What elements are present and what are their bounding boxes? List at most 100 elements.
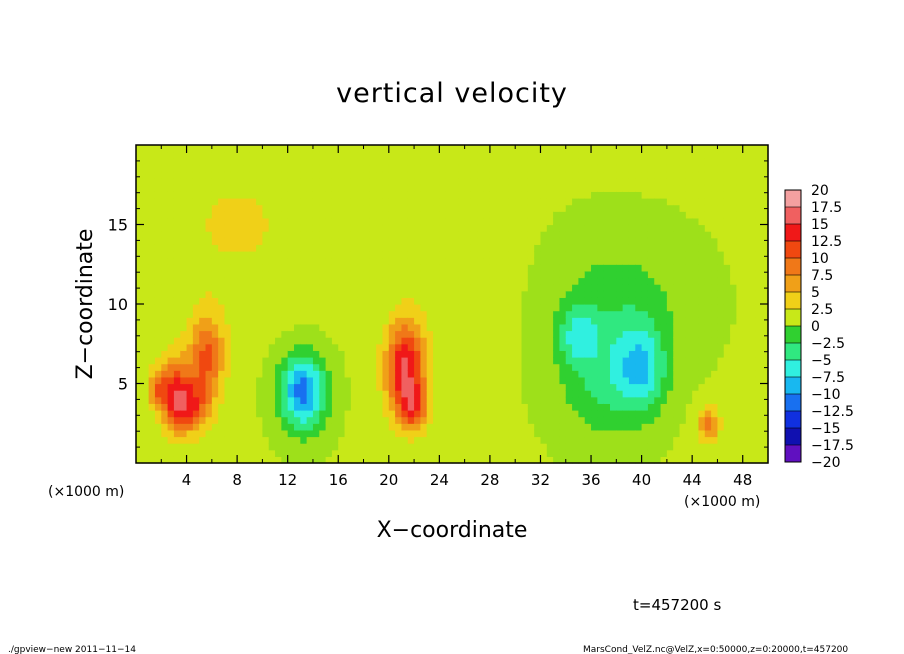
heatmap-cell	[294, 376, 301, 385]
heatmap-cell	[312, 370, 320, 378]
heatmap-cell	[357, 244, 365, 252]
heatmap-cell	[610, 416, 617, 424]
heatmap-cell	[281, 290, 289, 298]
heatmap-cell	[357, 443, 365, 451]
heatmap-cell	[369, 350, 377, 358]
heatmap-cell	[414, 330, 421, 338]
heatmap-cell	[673, 330, 681, 338]
heatmap-cell	[319, 171, 327, 179]
heatmap-cell	[584, 337, 592, 345]
heatmap-cell	[211, 449, 219, 457]
heatmap-cell	[249, 403, 257, 411]
heatmap-cell	[761, 297, 769, 305]
heatmap-cell	[723, 231, 731, 239]
heatmap-cell	[300, 224, 308, 232]
heatmap-cell	[521, 198, 529, 206]
heatmap-cell	[154, 158, 162, 166]
heatmap-cell	[761, 449, 769, 457]
heatmap-cell	[395, 204, 403, 212]
heatmap-cell	[363, 164, 371, 173]
heatmap-cell	[243, 158, 251, 166]
heatmap-cell	[395, 370, 403, 378]
heatmap-cell	[742, 363, 750, 371]
heatmap-cell	[597, 145, 605, 153]
heatmap-cell	[426, 290, 434, 298]
heatmap-cell	[755, 217, 763, 226]
heatmap-cell	[262, 436, 270, 444]
heatmap-cell	[186, 423, 194, 431]
heatmap-cell	[369, 310, 377, 318]
heatmap-cell	[540, 151, 548, 159]
heatmap-cell	[477, 396, 485, 404]
heatmap-cell	[477, 370, 485, 378]
heatmap-cell	[635, 178, 643, 186]
heatmap-cell	[736, 304, 744, 312]
heatmap-cell	[363, 198, 371, 206]
heatmap-cell	[262, 178, 270, 186]
heatmap-cell	[660, 449, 668, 457]
heatmap-cell	[755, 363, 763, 371]
heatmap-cell	[616, 443, 624, 451]
heatmap-cell	[357, 191, 365, 199]
heatmap-cell	[610, 217, 617, 226]
heatmap-cell	[704, 410, 712, 418]
heatmap-cell	[761, 211, 769, 219]
heatmap-cell	[205, 410, 213, 418]
heatmap-cell	[641, 178, 649, 186]
heatmap-cell	[515, 257, 523, 265]
heatmap-cell	[306, 158, 314, 166]
heatmap-cell	[628, 416, 636, 424]
heatmap-cell	[445, 264, 453, 272]
heatmap-cell	[723, 304, 731, 312]
heatmap-cell	[749, 204, 756, 212]
heatmap-cell	[704, 158, 712, 166]
heatmap-cell	[685, 184, 693, 192]
heatmap-cell	[673, 396, 681, 404]
heatmap-cell	[306, 198, 314, 206]
heatmap-cell	[312, 357, 320, 365]
heatmap-cell	[666, 443, 674, 451]
heatmap-cell	[483, 357, 491, 365]
heatmap-cell	[452, 403, 459, 411]
heatmap-cell	[565, 237, 573, 245]
heatmap-cell	[414, 304, 421, 312]
heatmap-cell	[749, 198, 756, 206]
heatmap-cell	[597, 304, 605, 312]
heatmap-cell	[679, 396, 687, 404]
heatmap-cell	[452, 145, 459, 153]
heatmap-cell	[344, 449, 352, 457]
heatmap-cell	[186, 251, 194, 259]
heatmap-cell	[736, 158, 744, 166]
heatmap-cell	[572, 164, 579, 173]
heatmap-cell	[395, 317, 403, 325]
heatmap-cell	[426, 145, 434, 153]
heatmap-cell	[761, 224, 769, 232]
heatmap-cell	[407, 304, 415, 312]
heatmap-cell	[603, 198, 611, 206]
heatmap-cell	[167, 211, 175, 219]
heatmap-cell	[515, 204, 523, 212]
heatmap-cell	[300, 198, 308, 206]
heatmap-cell	[154, 396, 162, 404]
heatmap-cell	[218, 290, 226, 298]
heatmap-cell	[515, 456, 523, 464]
heatmap-cell	[148, 403, 156, 411]
heatmap-cell	[218, 297, 226, 305]
heatmap-cell	[325, 337, 333, 345]
heatmap-cell	[508, 264, 516, 272]
heatmap-cell	[660, 330, 668, 338]
heatmap-cell	[470, 171, 478, 179]
heatmap-cell	[610, 171, 617, 179]
heatmap-cell	[749, 403, 756, 411]
heatmap-cell	[173, 403, 181, 411]
heatmap-cell	[407, 443, 415, 451]
heatmap-cell	[559, 264, 567, 272]
heatmap-cell	[243, 191, 251, 199]
heatmap-cell	[186, 376, 194, 385]
heatmap-cell	[211, 290, 219, 298]
heatmap-cell	[603, 204, 611, 212]
heatmap-cell	[262, 270, 270, 279]
heatmap-cell	[426, 383, 434, 391]
heatmap-cell	[452, 443, 459, 451]
heatmap-cell	[464, 270, 472, 279]
